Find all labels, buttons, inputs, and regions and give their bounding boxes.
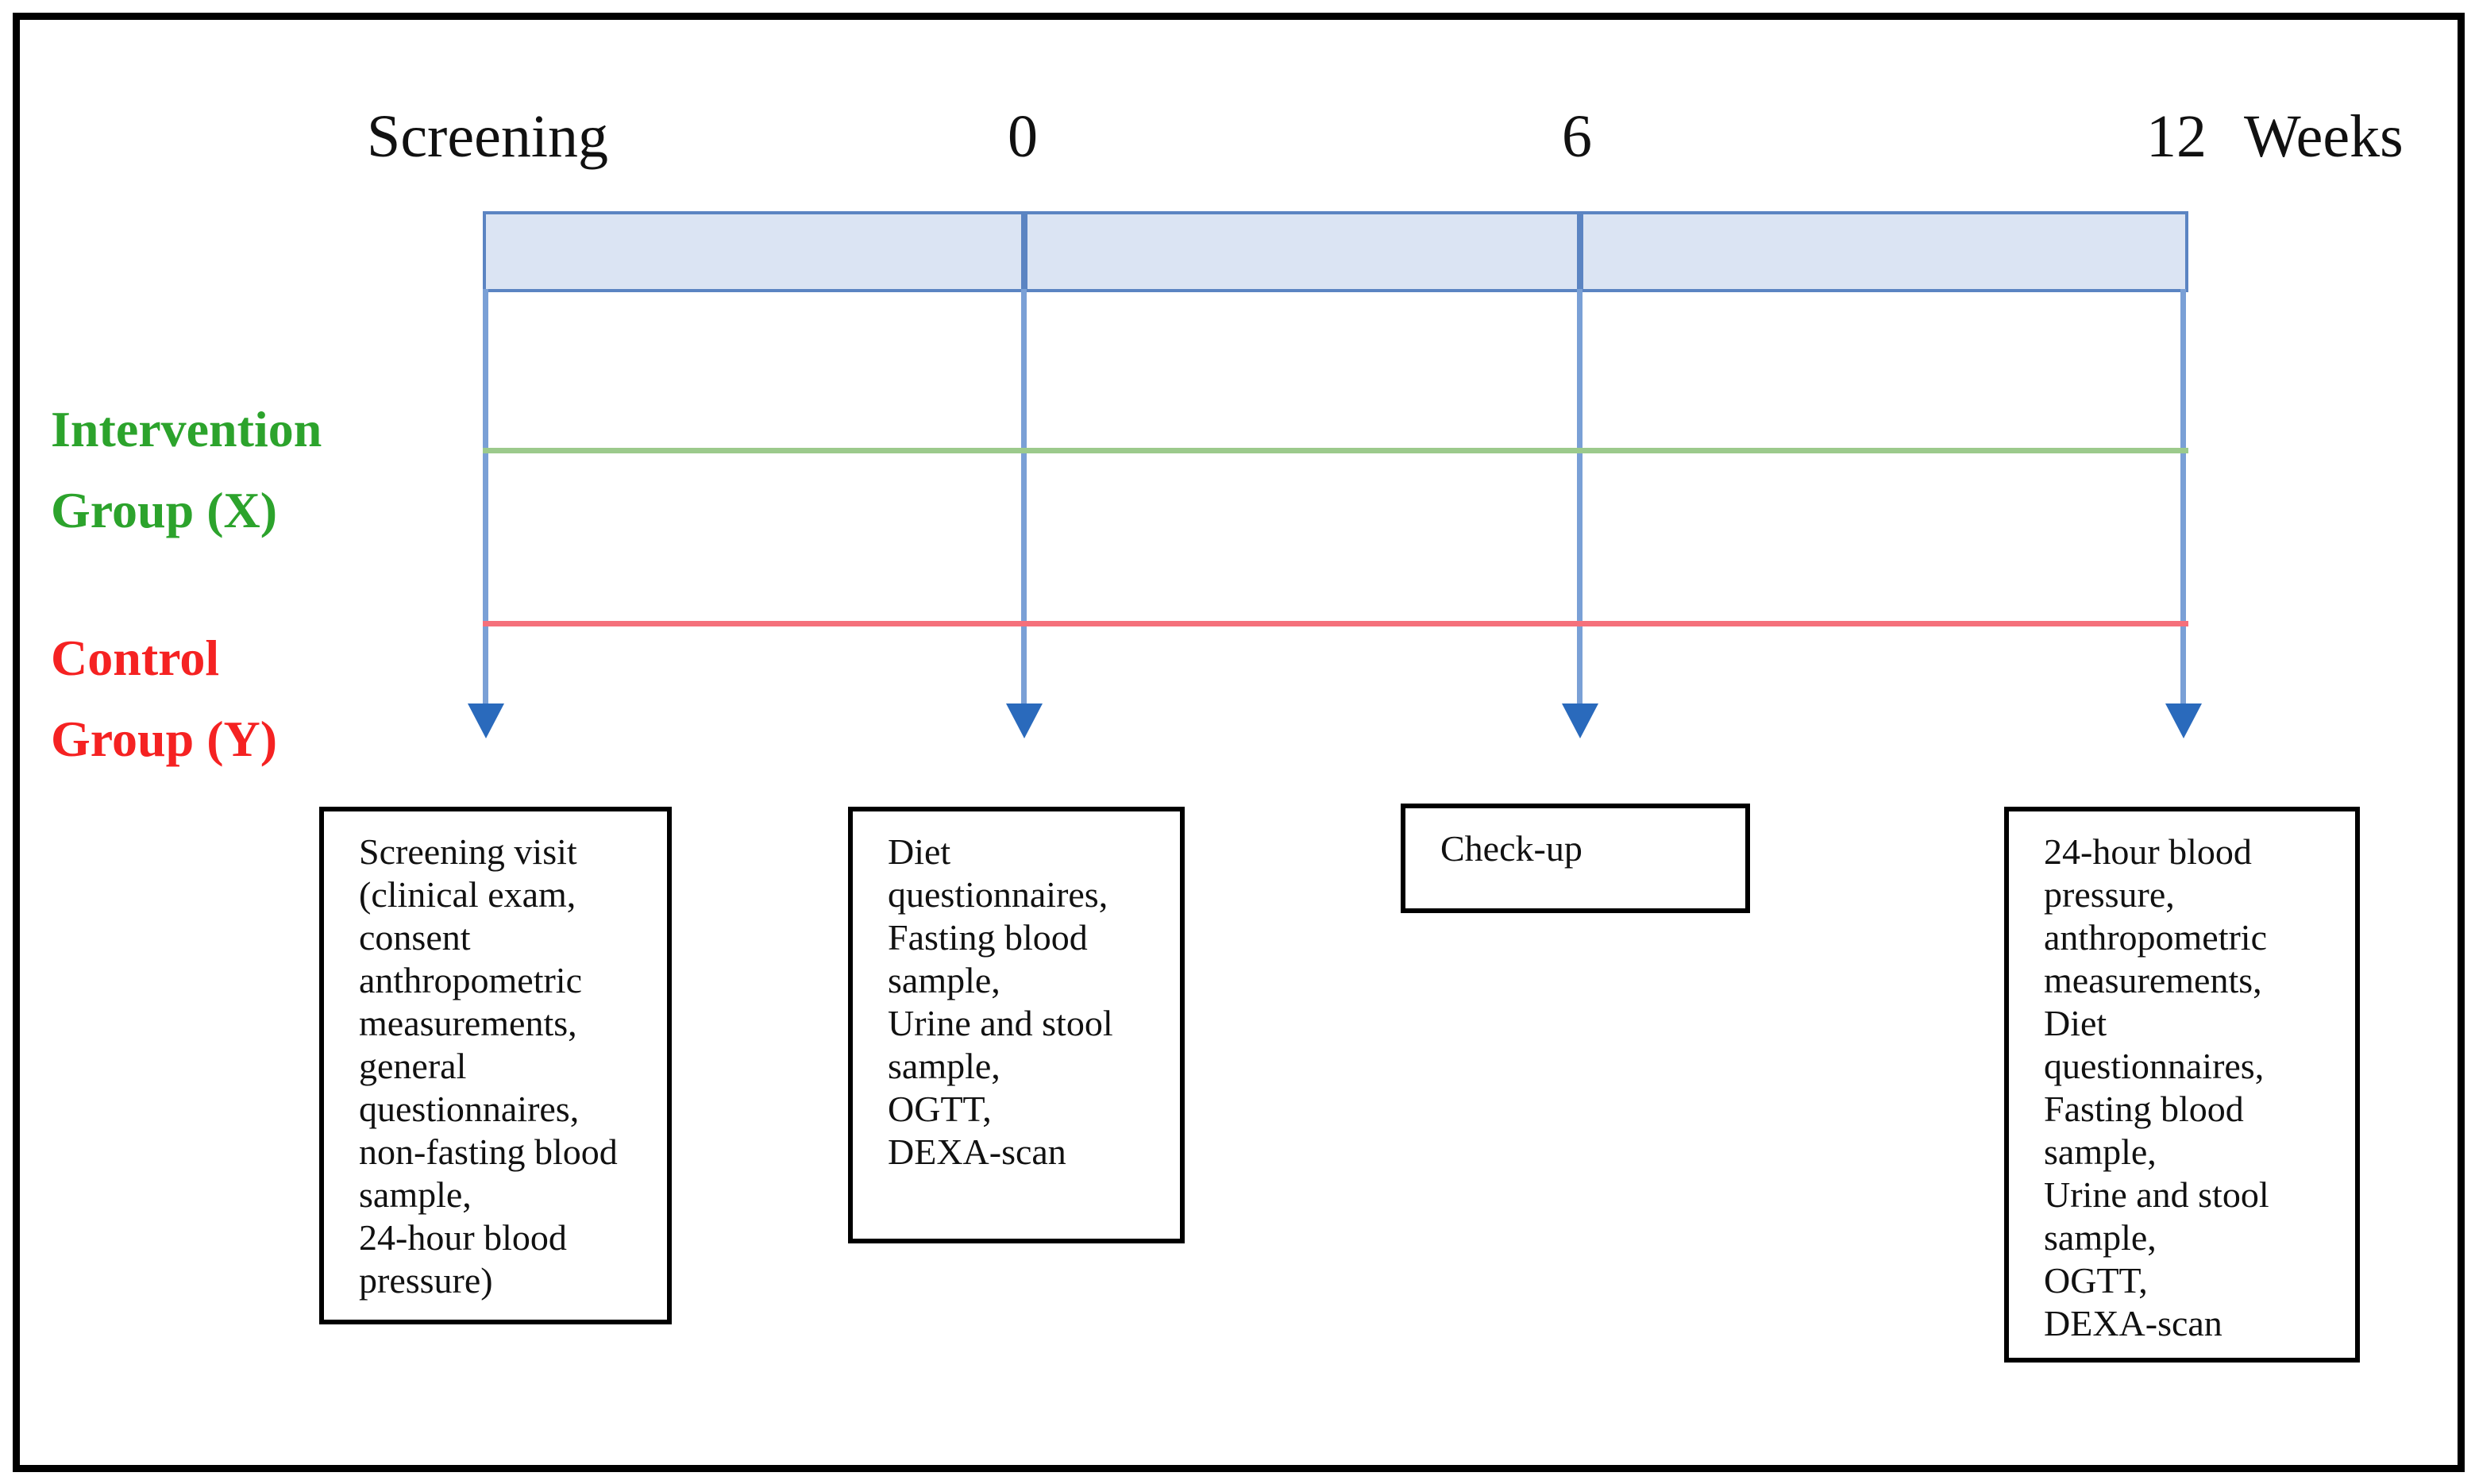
arrow-down-icon — [1562, 703, 1598, 738]
weeks-unit-label: Weeks — [2244, 103, 2404, 170]
timepoint-label-screening: Screening — [367, 103, 608, 170]
timepoint-label-week6: 6 — [1562, 103, 1592, 170]
timeline-stem-week12 — [2180, 289, 2186, 705]
timepoint-label-week12: 12 — [2146, 103, 2207, 170]
timeline-bar — [483, 211, 2188, 292]
visit-box-week12: 24-hour blood pressure, anthropometric m… — [2004, 807, 2360, 1363]
intervention-group-line — [483, 448, 2188, 453]
intervention-group-label: Intervention Group (X) — [51, 401, 322, 538]
control-group-line — [483, 621, 2188, 626]
timeline-bar-divider — [1021, 211, 1027, 292]
arrow-down-icon — [1006, 703, 1043, 738]
visit-box-week0: Diet questionnaires, Fasting blood sampl… — [848, 807, 1185, 1243]
arrow-down-icon — [468, 703, 504, 738]
timeline-stem-screening — [483, 289, 488, 705]
control-group-label: Control Group (Y) — [51, 630, 278, 767]
visit-box-week6: Check-up — [1401, 804, 1750, 913]
timeline-bar-divider — [1577, 211, 1583, 292]
timeline-stem-week0 — [1021, 289, 1027, 705]
timepoint-label-week0: 0 — [1008, 103, 1038, 170]
timeline-stem-week6 — [1577, 289, 1583, 705]
visit-box-screening: Screening visit (clinical exam, consent … — [319, 807, 672, 1324]
arrow-down-icon — [2165, 703, 2202, 738]
